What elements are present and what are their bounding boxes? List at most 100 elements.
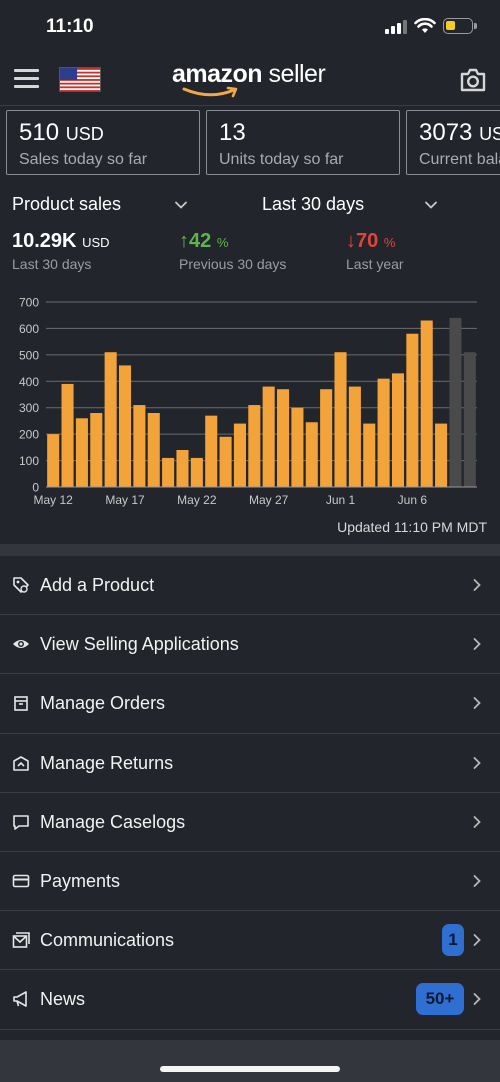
sales-bar[interactable] (90, 413, 103, 487)
camera-icon[interactable] (459, 67, 487, 93)
megaphone-icon (13, 991, 27, 1008)
menu-item-view-selling-applications[interactable]: View Selling Applications (0, 615, 500, 675)
menu-item-label: Manage Orders (40, 693, 166, 714)
bottom-area (0, 1040, 500, 1082)
chevron-right-icon (473, 756, 481, 769)
status-time: 11:10 (46, 16, 94, 37)
menu-item-label: View Selling Applications (40, 634, 239, 655)
x-tick-label: May 22 (177, 493, 217, 507)
chevron-right-icon (473, 638, 481, 651)
sales-bar[interactable] (47, 434, 60, 487)
stat-cards: 510 USD Sales today so far 13 Units toda… (0, 106, 500, 180)
menu-item-label: Add a Product (40, 575, 155, 595)
chevron-right-icon (473, 993, 481, 1006)
x-tick-label: Jun 1 (326, 493, 356, 507)
menu-item-label: Communications (40, 930, 175, 951)
chevron-right-icon (473, 815, 481, 828)
sales-bar[interactable] (219, 436, 232, 487)
logo-thin: seller (262, 60, 326, 88)
sales-bar[interactable] (348, 386, 361, 487)
card-value: 13 (219, 119, 246, 146)
chevron-down-icon[interactable] (424, 198, 438, 212)
last-year-metric: ↓70 % Last year (346, 230, 404, 272)
sales-bar[interactable] (75, 418, 88, 487)
y-tick-label: 500 (19, 348, 39, 362)
sales-bar[interactable] (320, 389, 333, 487)
home-indicator[interactable] (160, 1066, 340, 1072)
notification-badge: 1 (442, 924, 464, 957)
sales-bar[interactable] (190, 457, 203, 487)
x-tick-label: May 12 (34, 493, 74, 507)
mail-icon (12, 932, 30, 948)
menu-item-payments[interactable]: Payments (0, 852, 500, 912)
metric-label: Last 30 days (12, 256, 92, 272)
amazon-smile-icon (182, 86, 238, 98)
card-label: Sales today so far (19, 151, 148, 168)
projected-bar[interactable] (463, 352, 476, 487)
sales-bar[interactable] (133, 405, 146, 487)
credit-card-icon (12, 874, 30, 888)
card-label: Current balance (419, 151, 500, 168)
sales-bar[interactable] (377, 378, 390, 487)
x-tick-label: Jun 6 (398, 493, 428, 507)
sales-bar[interactable] (420, 320, 433, 488)
sales-bar[interactable] (147, 413, 160, 487)
chevron-right-icon (473, 579, 481, 591)
menu-item-news[interactable]: News 50+ (0, 970, 500, 1030)
eye-icon (13, 640, 29, 649)
date-range-dropdown[interactable]: Last 30 days (262, 194, 365, 214)
y-tick-label: 700 (19, 296, 39, 310)
sales-bar[interactable] (291, 407, 304, 487)
chevron-right-icon (473, 875, 481, 887)
tag-icon (13, 577, 29, 593)
us-flag-icon[interactable] (59, 67, 101, 92)
sales-bar[interactable] (406, 333, 419, 487)
chat-bubble-icon (13, 814, 29, 830)
card-unit: USD (479, 124, 500, 144)
chevron-right-icon (473, 697, 481, 710)
sales-bar[interactable] (233, 423, 246, 487)
sales-bar[interactable] (104, 352, 117, 487)
metric-unit: USD (82, 235, 110, 250)
y-tick-label: 600 (19, 322, 39, 336)
sales-bar[interactable] (248, 405, 261, 487)
menu-item-communications[interactable]: Communications 1 (0, 911, 500, 971)
metric-label: Previous 30 days (179, 256, 287, 272)
sales-bar[interactable] (277, 389, 290, 487)
sales-bar[interactable] (435, 423, 448, 487)
card-unit: USD (65, 124, 104, 144)
sales-bar[interactable] (61, 383, 74, 487)
sales-bar[interactable] (176, 450, 189, 487)
sales-bar[interactable] (118, 365, 132, 487)
menu-item-label: Manage Caselogs (40, 811, 186, 832)
action-menu-list: Add a Product View Selling Applications Ma… (0, 556, 500, 1030)
projected-bar[interactable] (449, 317, 462, 487)
metric-dropdown[interactable]: Product sales (12, 194, 122, 214)
menu-item-add-a-product[interactable]: Add a Product (0, 556, 500, 616)
units-today-card[interactable]: 13 Units today so far (206, 110, 400, 175)
app-header: amazon seller (0, 52, 500, 106)
cellular-signal-icon (385, 20, 407, 34)
menu-item-manage-orders[interactable]: Manage Orders (0, 674, 500, 734)
previous-period-metric: ↑42 % Previous 30 days (179, 230, 286, 272)
sales-bar[interactable] (391, 373, 405, 487)
hamburger-menu-icon[interactable] (14, 69, 40, 89)
arrow-down-icon: ↓ (346, 230, 356, 252)
sales-bar[interactable] (262, 386, 275, 487)
current-balance-card[interactable]: 3073 USD Current balance (406, 110, 500, 175)
sales-bar[interactable] (205, 415, 218, 487)
chevron-down-icon[interactable] (174, 198, 188, 212)
sales-bar[interactable] (162, 457, 175, 487)
notification-badge: 50+ (416, 983, 464, 1016)
card-value: 510 (19, 119, 60, 146)
menu-item-manage-caselogs[interactable]: Manage Caselogs (0, 793, 500, 852)
sales-bar[interactable] (363, 423, 376, 487)
metric-unit: % (216, 235, 229, 250)
y-tick-label: 400 (19, 375, 39, 389)
sales-bar-chart: 0 100 200 300 400 500 600 700 May 12 May 17 May 22… (19, 296, 477, 507)
sales-bar[interactable] (305, 422, 318, 487)
sales-bar[interactable] (334, 352, 347, 487)
menu-item-label: Manage Returns (40, 752, 174, 773)
sales-today-card[interactable]: 510 USD Sales today so far (6, 110, 200, 175)
menu-item-manage-returns[interactable]: Manage Returns (0, 734, 500, 793)
